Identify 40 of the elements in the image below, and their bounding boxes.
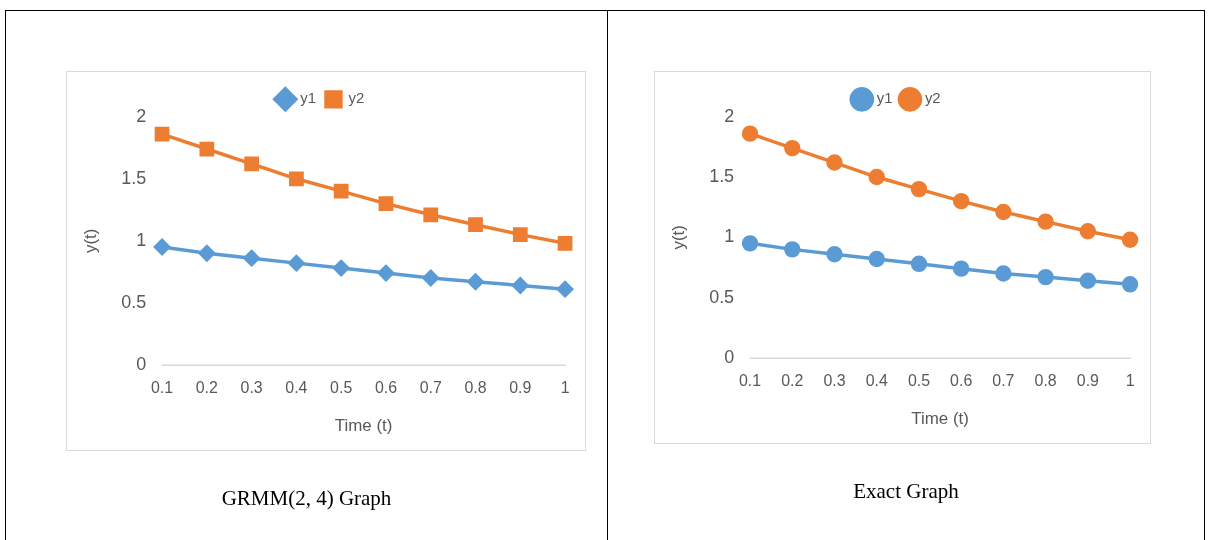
x-axis-title: Time (t) (334, 415, 393, 435)
x-tick-label: 0.6 (374, 378, 398, 396)
y-tick-label: 1.5 (709, 165, 735, 186)
text: GRMM(2, 4) Graph (220, 486, 393, 511)
y-tick-label: 1 (136, 229, 147, 250)
y-tick-label: 0.5 (709, 286, 735, 307)
legend-label: y1 (300, 89, 317, 107)
x-tick-label: 0.7 (419, 378, 442, 396)
x-tick-label: 0.6 (950, 371, 973, 389)
y-tick-label: 0 (724, 346, 735, 367)
text: Exact Graph (852, 479, 960, 504)
x-tick-label: 1 (1125, 371, 1135, 389)
y-tick-label: 0 (136, 353, 147, 374)
y-axis-title: y(t) (80, 228, 100, 254)
x-tick-label: 0.9 (509, 378, 532, 396)
legend-label: y2 (348, 89, 365, 107)
x-tick-label: 0.5 (907, 371, 931, 389)
legend-label: y1 (876, 89, 893, 107)
x-tick-label: 0.9 (1076, 371, 1100, 389)
x-tick-label: 0.2 (195, 378, 219, 396)
x-tick-label: 0.1 (738, 371, 762, 389)
y-tick-label: 2 (136, 105, 147, 126)
x-tick-label: 0.7 (992, 371, 1015, 389)
x-axis-title: Time (t) (911, 408, 969, 428)
y-tick-label: 2 (724, 105, 735, 126)
x-tick-label: 0.3 (240, 378, 263, 396)
y-axis-title: y(t) (668, 225, 688, 250)
y-tick-label: 1.5 (121, 167, 147, 188)
x-tick-label: 1 (560, 378, 570, 396)
y-tick-label: 1 (724, 226, 735, 247)
y-tick-label: 0.5 (121, 291, 147, 312)
x-tick-label: 0.1 (150, 378, 174, 396)
x-tick-label: 0.4 (865, 371, 888, 389)
x-tick-label: 0.2 (781, 371, 804, 389)
x-tick-label: 0.3 (823, 371, 846, 389)
x-tick-label: 0.8 (1034, 371, 1057, 389)
x-tick-label: 0.5 (330, 378, 353, 396)
x-tick-label: 0.8 (464, 378, 487, 396)
x-tick-label: 0.4 (285, 378, 308, 396)
legend-label: y2 (924, 89, 941, 107)
